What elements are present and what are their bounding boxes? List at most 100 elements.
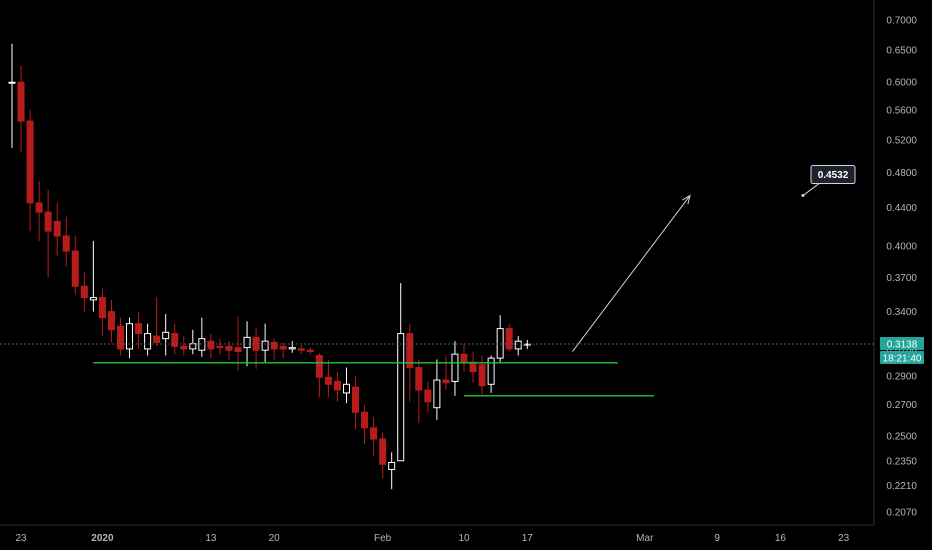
candle [135,311,143,349]
callout-box [810,165,856,185]
candle [442,355,450,391]
candle-body [89,297,97,301]
price-tick-label: 0.2210 [886,481,917,492]
price-axis[interactable]: 0.7000 0.6500 0.6000 0.5600 0.5200 0.4800 0.44… [873,0,917,525]
price-tick-label: 0.2900 [886,371,917,382]
candle [180,336,188,356]
price-tick-label: 0.2500 [886,431,917,442]
candle-body [288,347,296,350]
time-tick-label: 17 [522,533,534,544]
candle [306,347,314,355]
candle-body [361,411,369,429]
candle [379,432,387,479]
callout-leader-line [802,183,820,196]
candle-body [44,211,52,232]
candle-body [487,357,495,385]
candle-body [234,347,242,353]
candle [514,336,522,356]
candle [71,236,79,295]
candle [234,316,242,371]
price-tick-label: 0.3400 [886,307,917,318]
time-tick-label: Feb [374,533,392,544]
time-axis[interactable]: 23 2020 13 20 Feb 10 17 Mar 9 16 23 [0,524,874,544]
time-tick-label: 23 [838,533,850,544]
candle-body [116,325,124,350]
candle-body [352,386,360,413]
candle-body [433,379,441,409]
candle-body [171,333,179,347]
candle [207,333,215,359]
time-tick-label: 13 [205,533,217,544]
candle-body [153,335,161,343]
price-tick-label: 0.3700 [886,273,917,284]
candle [487,355,495,393]
countdown-label: 18:21:40 [883,353,922,364]
drawings-layer [93,194,691,397]
candle-body [53,221,61,237]
candle-body [297,348,305,351]
candle-body [107,311,115,331]
candle-body [62,235,70,252]
time-tick-label: 20 [269,533,281,544]
target-callout[interactable]: 0.4532 [801,165,856,198]
target-arrow-head [681,194,691,205]
candle-body [388,461,396,470]
candle-body [451,353,459,382]
candle [279,342,287,359]
candle-body [243,336,251,349]
candle [451,341,459,396]
candle [80,272,88,312]
candle-body [469,361,477,373]
candle-body [279,345,287,350]
candle [424,381,432,413]
candle-body [180,345,188,350]
candle-body [324,376,332,385]
candle [35,180,43,241]
candle [388,452,396,490]
candle-body [424,389,432,403]
countdown-badge [880,350,924,364]
target-arrow[interactable] [572,195,691,352]
time-tick-label: 9 [714,533,720,544]
price-tick-label: 0.7000 [886,16,917,27]
candle-body [505,328,513,350]
price-tick-label: 0.5200 [886,136,917,147]
candle [53,202,61,257]
candle-body [126,323,134,350]
candles-layer [8,43,531,490]
candle-body [17,81,25,122]
candle [162,313,170,356]
time-tick-label: Mar [636,533,654,544]
candle-body [144,333,152,350]
price-tick-label: 0.2070 [886,508,917,519]
candle [478,355,486,395]
candle [397,282,405,462]
candle-body [189,343,197,350]
candle [107,299,115,343]
candle [198,317,206,357]
candle [243,321,251,367]
candle [89,240,97,312]
candle-body [514,340,522,350]
candle [144,323,152,356]
candle [116,317,124,356]
price-tick-label: 0.2350 [886,456,917,467]
time-tick-label: 2020 [91,533,114,544]
candle [297,345,305,355]
candle-body [406,333,414,369]
candle [415,359,423,424]
candle-body [216,345,224,349]
price-tick-label: 0.4400 [886,203,917,214]
candle-body [71,250,79,287]
callout-anchor [801,194,805,198]
candle [342,367,350,404]
last-price-badge [880,336,924,350]
last-price-marker: 0.3138 18:21:40 [0,336,924,364]
candle [8,43,16,148]
price-tick-label: 0.4000 [886,241,917,252]
candle [189,329,197,355]
candle-body [415,367,423,391]
candle [505,323,513,352]
